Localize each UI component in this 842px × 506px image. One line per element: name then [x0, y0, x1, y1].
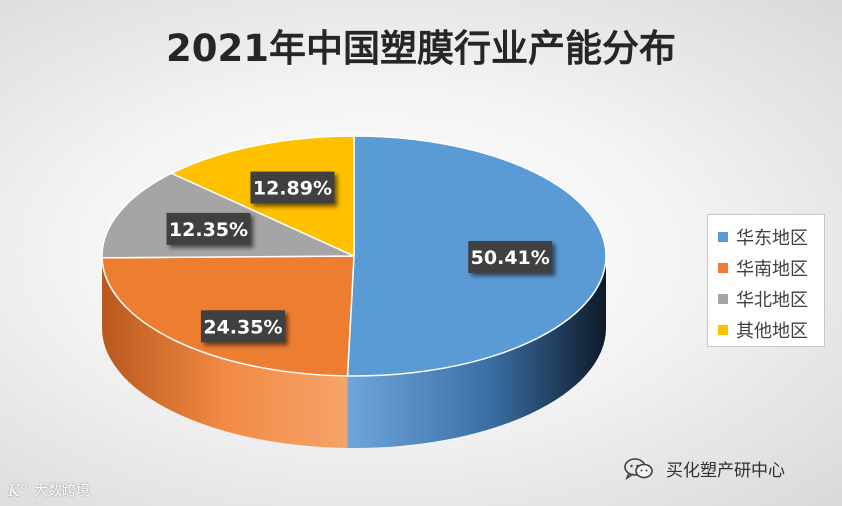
- slice-south-side: [102, 257, 348, 448]
- legend-label-other: 其他地区: [736, 320, 808, 342]
- slice-other-label-box: [250, 171, 335, 204]
- slice-other-label: 12.89%: [250, 171, 335, 204]
- legend-label-north: 华北地区: [736, 289, 808, 311]
- legend-swatch-north: [718, 293, 728, 304]
- watermark-left: K° 大数跨境: [8, 480, 90, 500]
- chart-title: 2021年中国塑膜行业产能分布: [166, 27, 676, 70]
- legend-swatch-other: [718, 324, 728, 335]
- watermark-right: 买化塑产研中心: [624, 456, 785, 481]
- legend-swatch-east: [718, 231, 728, 242]
- slice-other-label-text: 12.89%: [253, 178, 332, 200]
- legend-item-other: 其他地区: [718, 314, 824, 345]
- slice-north-label: 12.35%: [166, 212, 251, 245]
- wechat-icon: [624, 457, 653, 480]
- slice-north-label-box: [166, 212, 251, 245]
- legend-label-south: 华南地区: [736, 258, 808, 280]
- slice-east-label-text: 50.41%: [471, 247, 550, 269]
- slice-south-label-text: 24.35%: [203, 316, 282, 338]
- legend-swatch-south: [718, 262, 728, 273]
- legend-item-east: 华东地区: [718, 221, 824, 252]
- watermark-right-text: 买化塑产研中心: [666, 461, 785, 481]
- chart-legend: 华东地区 华南地区 华北地区 其他地区: [707, 214, 825, 347]
- watermark-left-text: 大数跨境: [33, 483, 90, 499]
- legend-item-north: 华北地区: [718, 283, 824, 314]
- slice-south-label: 24.35%: [200, 310, 285, 343]
- slice-east-label-box: [468, 240, 553, 273]
- slice-south-label-box: [200, 310, 285, 343]
- legend-label-east: 华东地区: [736, 227, 808, 249]
- slice-east-label: 50.41%: [468, 240, 553, 273]
- watermark-logo: K°: [8, 480, 28, 500]
- legend-item-south: 华南地区: [718, 252, 824, 283]
- slice-east-side: [347, 256, 607, 448]
- slice-north-label-text: 12.35%: [169, 219, 248, 241]
